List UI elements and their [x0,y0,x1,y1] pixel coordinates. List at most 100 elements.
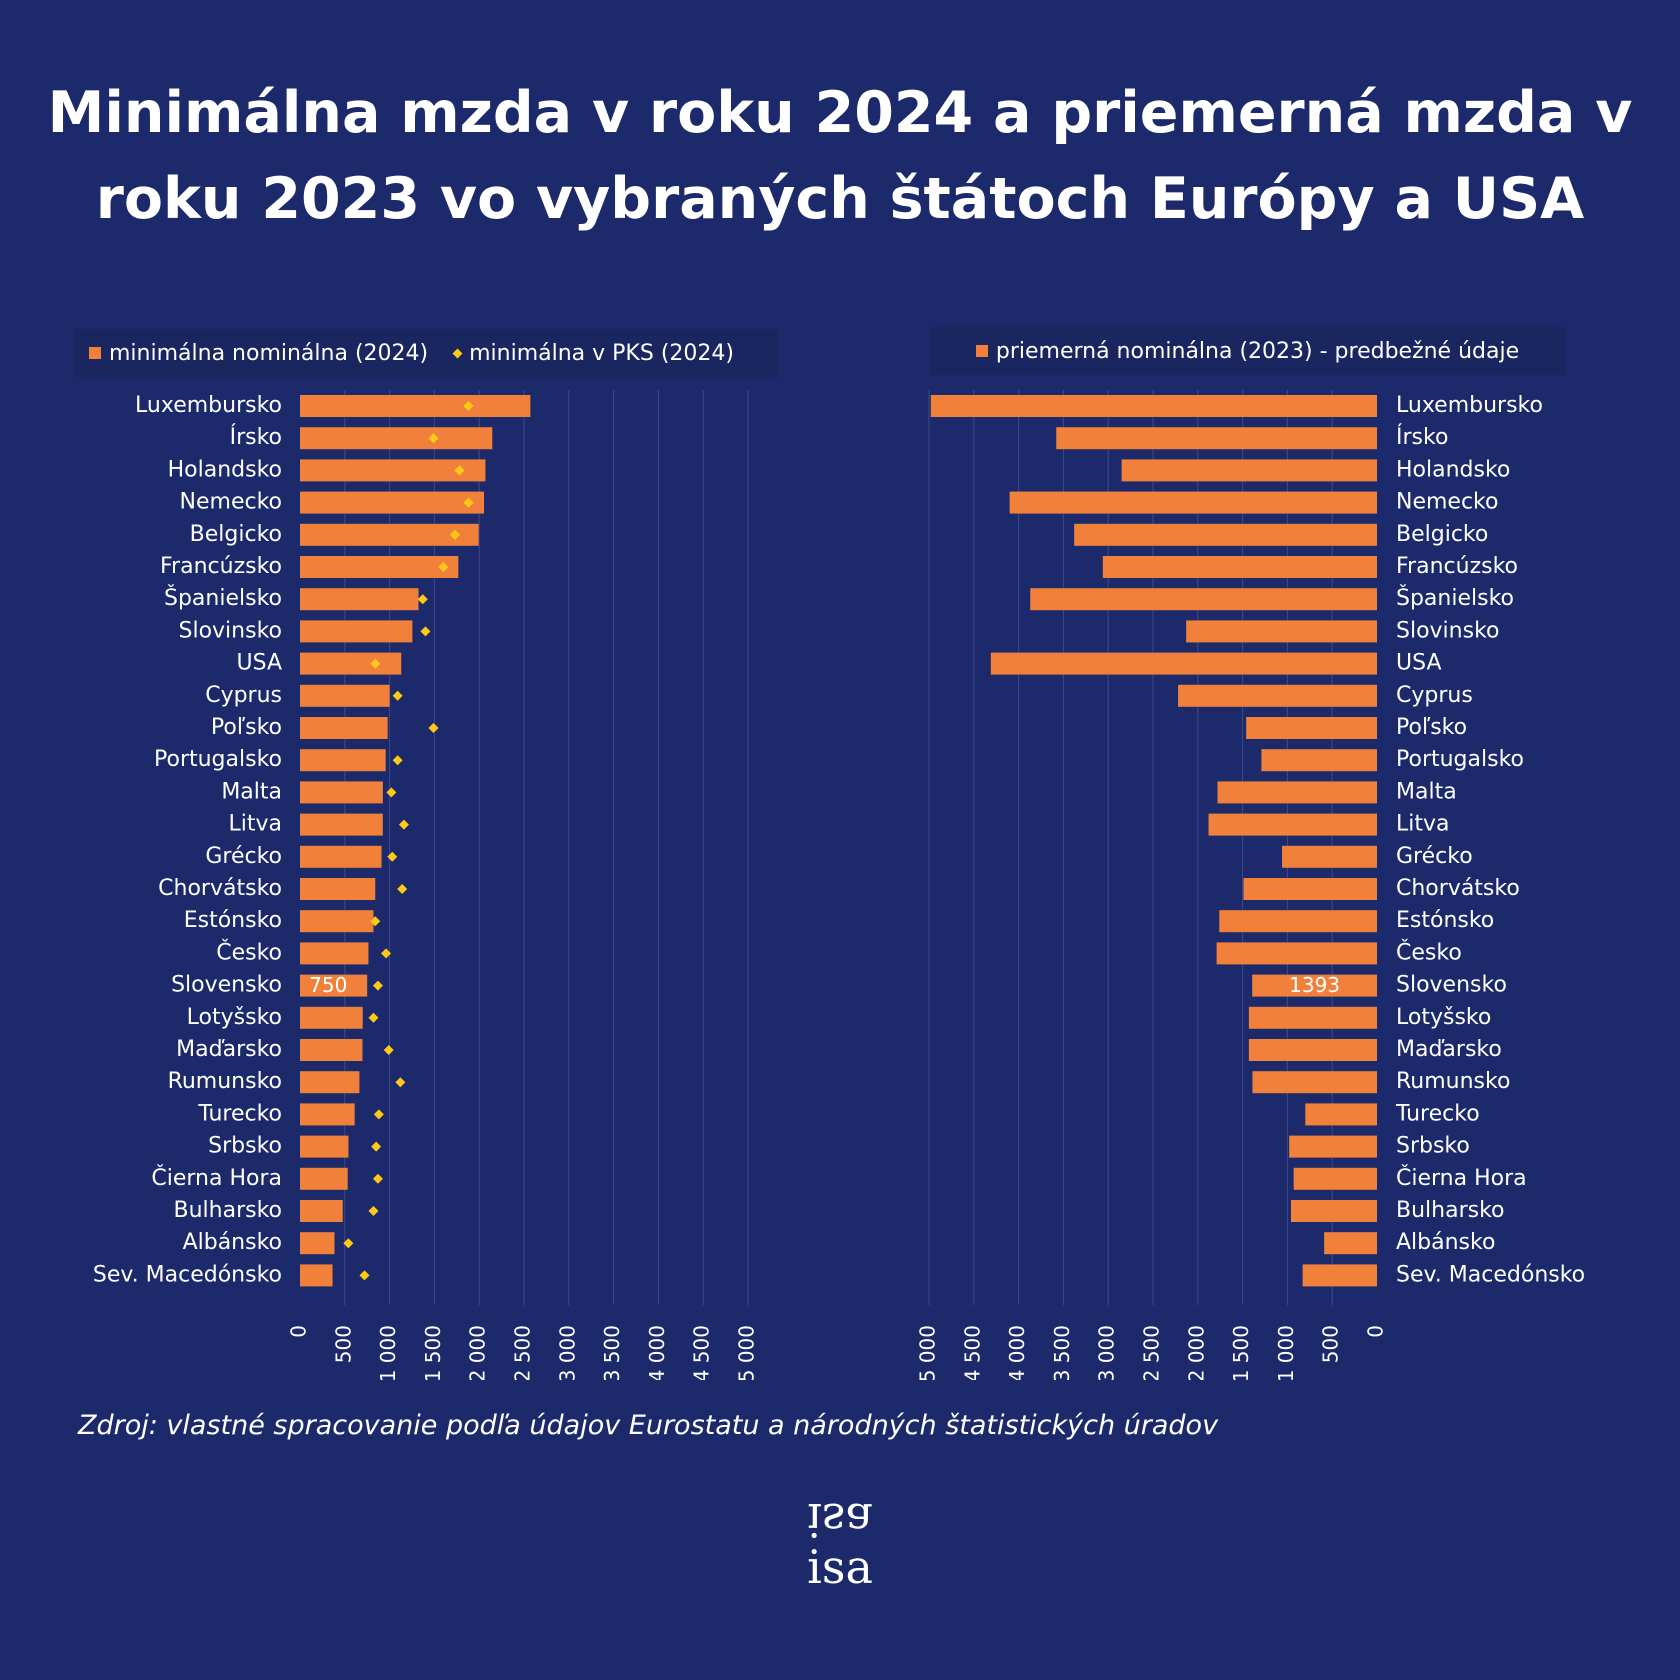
left-category-label: Írsko [230,424,282,450]
right-bar [1216,942,1377,965]
right-tick-label: 2 000 [1184,1325,1208,1380]
left-category-label: Belgicko [190,522,282,547]
left-category-label: Estónsko [184,908,282,933]
left-category-label: Malta [221,779,282,804]
right-category-label: USA [1396,651,1442,676]
left-tick-label: 2 000 [466,1325,490,1380]
left-pps-marker [454,465,465,476]
left-category-label: Bulharsko [174,1198,283,1223]
left-pps-marker [370,658,381,669]
left-bar [300,1167,348,1190]
right-bar [1261,749,1377,772]
left-pps-marker [373,1109,384,1120]
right-tick-label: 0 [1364,1325,1388,1338]
logo-text: isa [807,1540,873,1594]
left-category-label: Francúzsko [160,554,282,579]
right-bar [1121,459,1377,482]
right-bar [1178,684,1377,707]
left-pps-marker [372,980,383,991]
right-category-label: Luxembursko [1396,393,1543,418]
left-category-label: Sev. Macedónsko [93,1262,282,1287]
left-category-label: Turecko [197,1101,282,1126]
left-pps-marker [417,594,428,605]
left-pps-marker [428,723,439,733]
right-bar [1305,1103,1377,1126]
left-tick-label: 2 500 [511,1325,535,1380]
right-tick-label: 5 000 [916,1325,940,1380]
left-bar [300,910,374,933]
right-bar [1248,1006,1377,1029]
chart-title: Minimálna mzda v roku 2024 a priemerná m… [47,80,1633,232]
left-bar [300,845,382,868]
left-category-label: Albánsko [183,1230,282,1255]
left-bar [300,813,383,836]
right-tick-label: 3 000 [1095,1325,1119,1380]
left-bar [300,556,459,578]
right-category-label: Grécko [1396,844,1473,869]
left-bar [300,620,413,643]
left-category-label: Holandsko [168,457,282,482]
source-note: Zdroj: vlastné spracovanie podľa údajov … [78,1410,1219,1441]
left-category-label: Rumunsko [168,1069,282,1094]
left-pps-marker [420,626,431,637]
right-bar [1243,878,1377,900]
left-bar [300,1264,333,1287]
left-bar [300,652,402,675]
right-bar [1282,845,1377,868]
left-pps-marker [392,690,403,701]
right-bar [990,652,1377,675]
right-tick-label: 3 500 [1050,1325,1074,1380]
left-category-label: Česko [216,939,282,965]
right-tick-label: 1 500 [1229,1325,1253,1380]
left-tick-label: 5 000 [735,1325,759,1380]
left-bar [300,491,485,514]
right-category-label: Poľsko [1396,715,1467,740]
left-tick-label: 1 000 [376,1325,400,1380]
right-category-label: Cyprus [1396,683,1473,708]
right-data-label: 1393 [1289,973,1340,997]
left-bar [300,427,493,450]
left-pps-marker [371,1141,382,1152]
right-bar [1252,974,1377,997]
left-data-label: 750 [309,973,347,997]
left-tick-label: 4 500 [690,1325,714,1380]
left-bar [300,588,419,611]
left-bar [300,1039,363,1061]
left-category-label: Čierna Hora [151,1165,282,1191]
left-pps-marker [383,1045,394,1055]
left-category-label: Slovinsko [179,618,283,643]
right-bar [1302,1264,1377,1287]
right-bar [930,395,1377,417]
left-pps-marker [372,1173,383,1184]
left-pps-marker [368,1206,379,1216]
right-tick-label: 4 000 [1005,1325,1029,1380]
right-bar [1289,1135,1377,1158]
left-category-label: Lotyšsko [187,1005,282,1030]
left-pps-marker [450,529,461,540]
left-pps-marker [397,884,408,894]
left-bar [300,781,383,804]
legend-minimal-pps: minimálna v PKS (2024) [469,340,734,366]
right-category-label: Turecko [1395,1101,1480,1126]
right-bar [1248,1039,1377,1061]
left-category-label: Slovensko [171,973,282,998]
right-category-label: Litva [1396,812,1450,837]
left-bar [300,684,390,707]
left-pps-marker [368,1012,379,1023]
left-bar [300,974,368,997]
left-category-label: Poľsko [211,715,282,740]
right-bar [1293,1167,1377,1190]
left-pps-marker [438,562,449,572]
left-category-label: USA [236,651,282,676]
left-bar [300,717,388,739]
left-pps-marker [463,497,474,508]
logo-mirrored-text: isa [807,1493,873,1547]
right-category-label: Rumunsko [1396,1069,1510,1094]
left-pps-marker [359,1270,370,1281]
left-category-label: Portugalsko [154,747,282,772]
left-category-label: Litva [229,812,283,837]
right-category-label: Portugalsko [1396,747,1524,772]
right-category-label: Srbsko [1396,1134,1470,1159]
left-bar [300,1071,360,1094]
left-bar [300,1103,355,1126]
